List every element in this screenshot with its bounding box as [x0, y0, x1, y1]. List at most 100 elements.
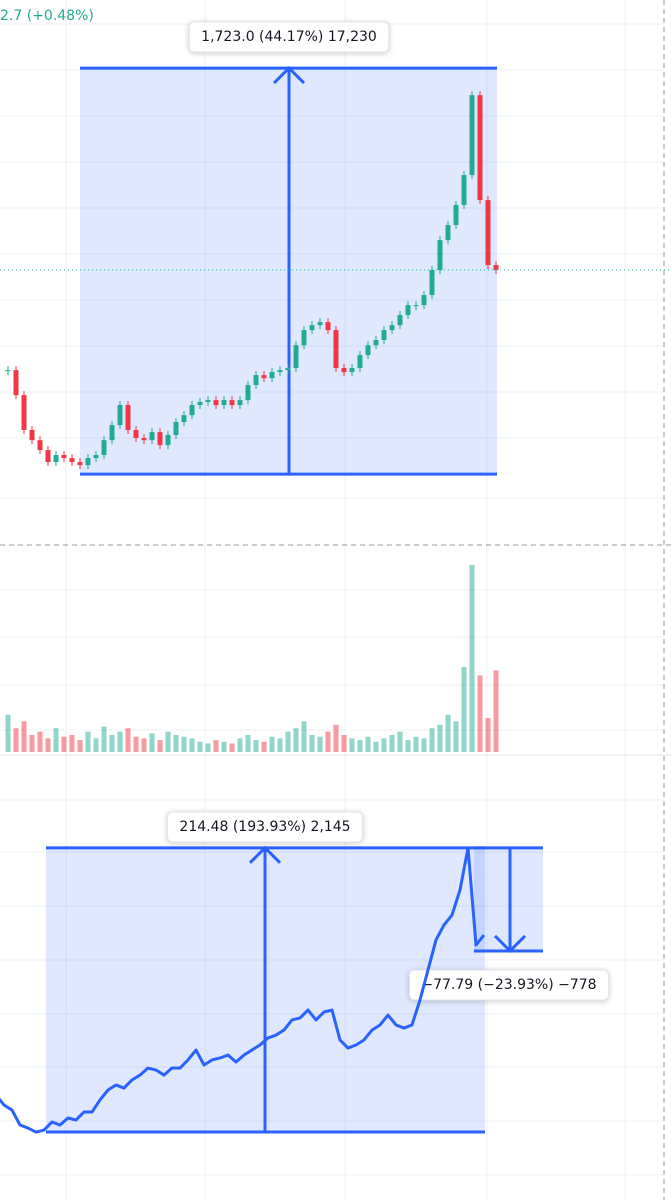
candle — [341, 368, 347, 373]
volume-bar — [21, 721, 27, 752]
volume-bar — [477, 675, 483, 752]
candle — [301, 330, 307, 346]
volume-bar — [157, 740, 163, 752]
candle — [29, 430, 35, 441]
price-change: 2.7 (+0.48%) — [0, 8, 94, 24]
volume-bar — [405, 740, 411, 752]
volume-bar — [293, 728, 299, 752]
candle — [125, 405, 131, 431]
measure-arrow — [493, 847, 527, 954]
measure-label-box — [166, 811, 364, 843]
candle — [469, 95, 475, 176]
volume-bar — [341, 735, 347, 752]
volume-bar — [389, 735, 395, 752]
candle — [349, 368, 355, 373]
volume-bar — [261, 741, 267, 752]
candle — [293, 345, 299, 369]
volume-bar — [485, 718, 491, 752]
volume-bar — [397, 731, 403, 752]
candle — [165, 434, 171, 446]
volume-bar — [469, 565, 475, 752]
measure-label-box — [188, 21, 390, 53]
candle — [117, 405, 123, 426]
candle — [213, 400, 219, 406]
candle — [189, 405, 195, 416]
volume-bar — [301, 721, 307, 752]
candle — [437, 240, 443, 271]
volume-bar — [269, 736, 275, 752]
volume-bar — [253, 740, 259, 752]
candle — [133, 430, 139, 439]
candle — [357, 355, 363, 369]
candle — [253, 375, 259, 386]
candle — [333, 330, 339, 369]
volume-bar — [285, 731, 291, 752]
candle — [221, 400, 227, 406]
volume-bar — [109, 735, 115, 752]
candle — [389, 325, 395, 331]
candle — [37, 440, 43, 451]
volume-bar — [101, 726, 107, 752]
volume-bar — [37, 731, 43, 752]
candle — [21, 395, 27, 431]
volume-bar — [245, 735, 251, 752]
candle — [461, 175, 467, 205]
volume-bar — [333, 724, 339, 752]
volume-bar — [173, 735, 179, 752]
volume-bar — [93, 738, 99, 752]
volume-bar — [461, 667, 467, 752]
ratio-line — [0, 846, 486, 1134]
volume-bar — [181, 736, 187, 752]
volume-bar — [277, 738, 283, 752]
candle — [397, 315, 403, 326]
volume-bar — [141, 738, 147, 752]
candle — [453, 204, 459, 226]
measure-label-box — [408, 969, 610, 1001]
candle — [181, 415, 187, 423]
volume-bar — [61, 736, 67, 752]
candle — [237, 400, 243, 406]
volume-bar — [237, 738, 243, 752]
candle — [85, 458, 91, 466]
volume-bar — [197, 741, 203, 752]
volume-bar — [437, 724, 443, 752]
volume-bar — [125, 728, 131, 752]
volume-bar — [205, 743, 211, 752]
measure-arrow — [248, 845, 282, 1133]
volume-bar — [165, 731, 171, 752]
volume-bar — [365, 736, 371, 752]
volume-bar — [133, 736, 139, 752]
measure-arrow — [272, 65, 306, 475]
candle — [61, 454, 67, 459]
volume-bar — [317, 736, 323, 752]
volume-bar — [117, 731, 123, 752]
candle — [373, 340, 379, 346]
volume-bar — [149, 733, 155, 752]
candle — [309, 325, 315, 331]
candle — [13, 370, 19, 396]
volume-bar — [85, 731, 91, 752]
volume-bar — [429, 728, 435, 752]
volume-bar — [229, 743, 235, 752]
candle — [45, 450, 51, 463]
volume-bar — [453, 721, 459, 752]
candle — [141, 438, 147, 441]
candle — [93, 454, 99, 459]
candle — [381, 330, 387, 341]
volume-bar — [349, 738, 355, 752]
candle — [405, 305, 411, 316]
volume-bar — [77, 740, 83, 752]
volume-bar — [53, 728, 59, 752]
volume-bar — [413, 736, 419, 752]
candle — [325, 322, 331, 331]
volume-bar — [13, 728, 19, 752]
volume-bar — [221, 741, 227, 752]
volume-bar — [69, 735, 75, 752]
candle — [285, 368, 291, 371]
candle — [205, 400, 211, 402]
volume-bar — [381, 738, 387, 752]
measure-label: 1,723.0 (44.17%) 17,230 — [201, 29, 377, 45]
candle — [493, 265, 499, 271]
volume-bar — [213, 740, 219, 752]
